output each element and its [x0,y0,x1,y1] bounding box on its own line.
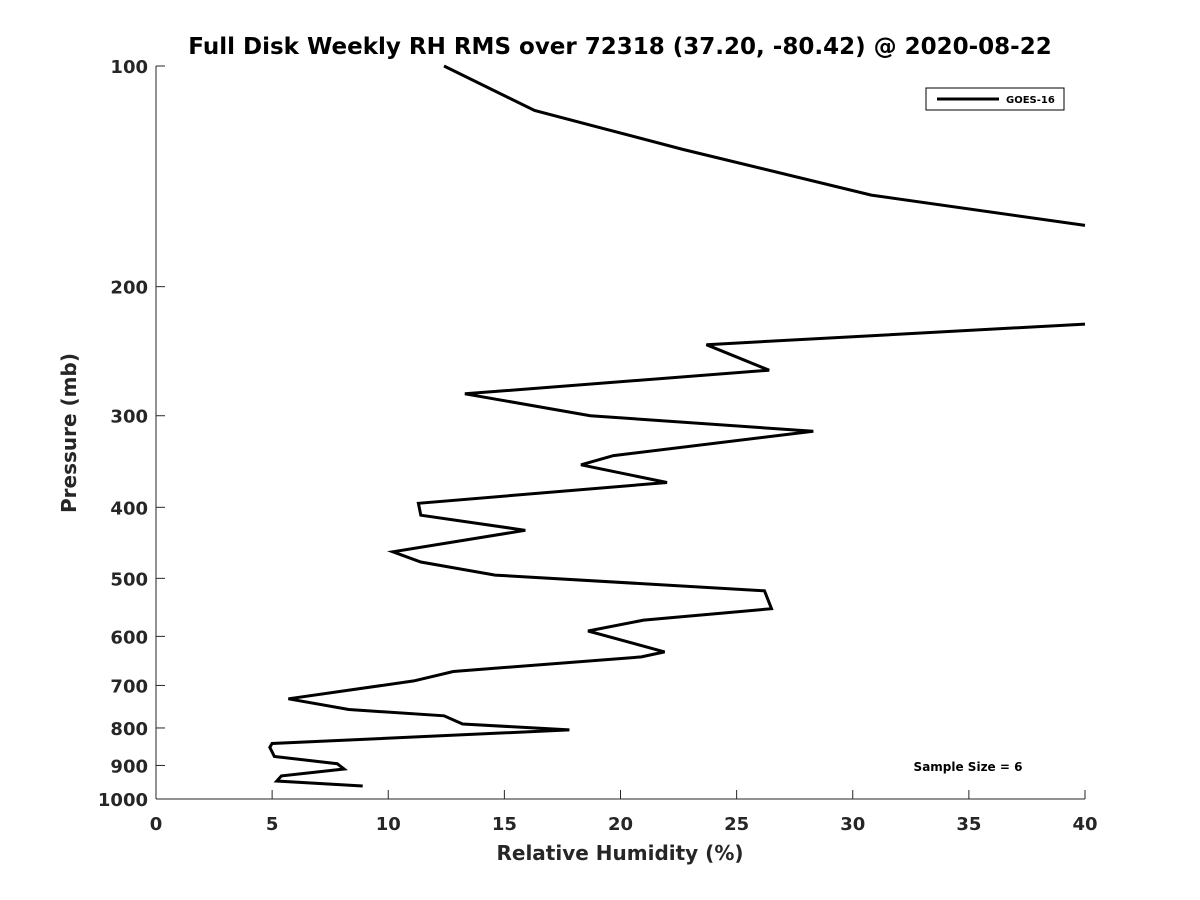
x-tick-label: 35 [956,814,981,835]
y-tick-label: 500 [110,569,148,590]
y-tick-label: 100 [110,57,148,78]
series-layer [268,64,1086,788]
x-tick-label: 10 [376,814,401,835]
series-line-goes-16 [268,322,1086,788]
y-tick-label: 200 [110,278,148,299]
x-tick-label: 15 [492,814,517,835]
x-tick-label: 5 [266,814,279,835]
x-ticks: 0 5 10 15 20 25 30 35 40 [150,790,1098,835]
x-tick-label: 40 [1072,814,1097,835]
y-tick-label: 300 [110,407,148,428]
series-line-goes-16 [443,64,1086,227]
y-axis-label: Pressure (mb) [57,353,81,513]
y-tick-label: 600 [110,627,148,648]
y-tick-label: 400 [110,498,148,519]
y-ticks: 100 200 300 400 500 600 700 800 900 1000 [98,57,165,811]
y-tick-label: 1000 [98,790,148,811]
x-tick-label: 30 [840,814,865,835]
x-tick-label: 0 [150,814,163,835]
plot-area: 0 5 10 15 20 25 30 35 40 100 200 300 400 500 600 700 80… [98,57,1098,835]
chart-title: Full Disk Weekly RH RMS over 72318 (37.2… [188,34,1051,60]
sample-size-annotation: Sample Size = 6 [914,760,1023,774]
y-tick-label: 700 [110,676,148,697]
y-tick-label: 900 [110,756,148,777]
x-tick-label: 20 [608,814,633,835]
legend-label-goes-16: GOES-16 [1006,95,1055,106]
x-axis-label: Relative Humidity (%) [496,841,743,865]
y-tick-label: 800 [110,719,148,740]
x-tick-label: 25 [724,814,749,835]
legend: GOES-16 [925,87,1065,111]
